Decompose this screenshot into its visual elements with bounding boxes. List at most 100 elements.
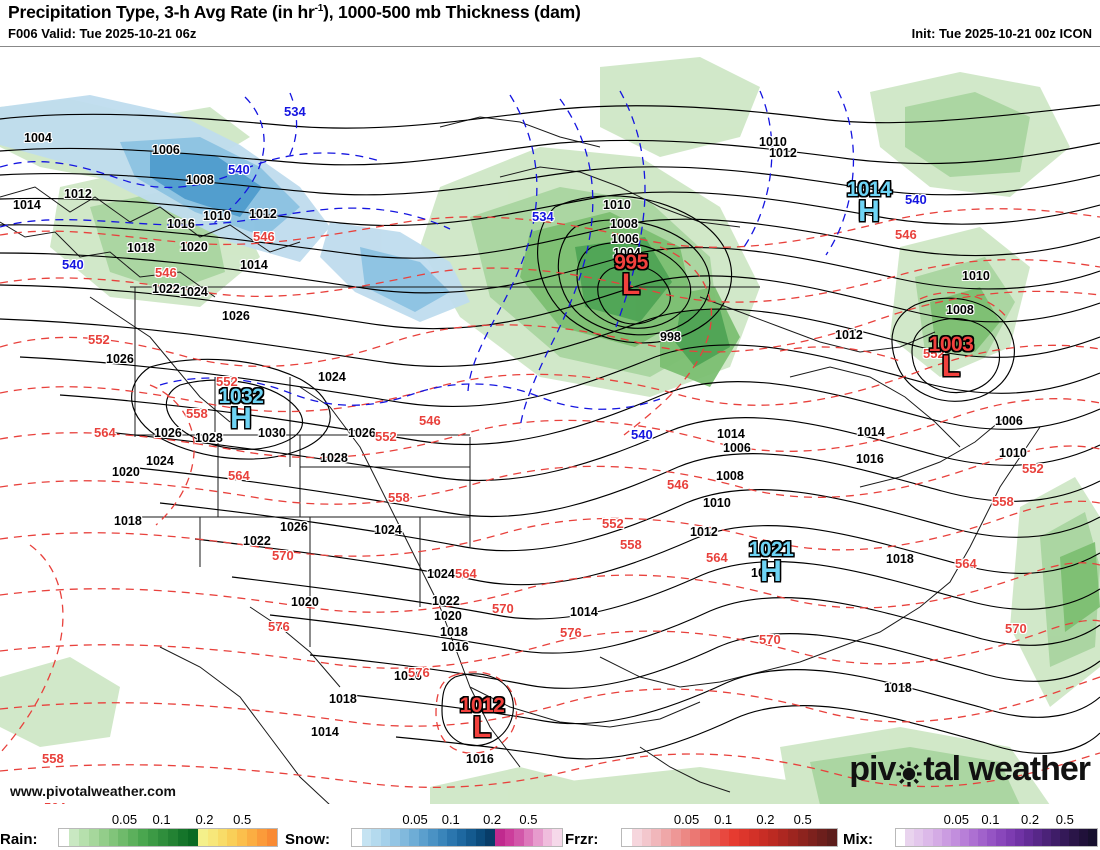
isobar-label: 1010 (203, 209, 231, 223)
colorbar-tick-label: 0.5 (793, 812, 812, 827)
isobar-label: 1004 (24, 131, 52, 145)
isobar-label: 1018 (886, 552, 914, 566)
colorbar-swatch (98, 829, 109, 846)
colorbar-swatches[interactable] (351, 828, 563, 847)
pressure-value: 1014 (846, 178, 892, 201)
pressure-symbol: L (472, 711, 492, 744)
colorbar-swatch (959, 829, 969, 846)
isobar-label: 1008 (946, 303, 974, 317)
isobar-label: 1018 (114, 514, 142, 528)
pressure-value: 1021 (748, 538, 794, 561)
thickness-label: 576 (408, 665, 430, 680)
map-canvas[interactable]: 1004 1014 1012 1006 1008 1010 1016 1018 1020 1012… (0, 46, 1100, 806)
colorbar-swatch (418, 829, 429, 846)
colorbar-swatch (1051, 829, 1061, 846)
colorbar-swatch (1060, 829, 1070, 846)
thickness-label: 552 (88, 332, 110, 347)
colorbar-swatch (996, 829, 1006, 846)
thickness-label: 576 (560, 625, 582, 640)
precip-shading-snow-heavy (150, 152, 262, 217)
pressure-center-h: 1014 H (837, 179, 901, 227)
isobar-label: 1026 (348, 426, 376, 440)
colorbar-tick-label: 0.1 (441, 812, 460, 827)
pressure-symbol: L (621, 268, 641, 301)
colorbar-title: Rain: (0, 831, 38, 848)
colorbar-swatch (514, 829, 524, 846)
thickness-label: 570 (492, 601, 514, 616)
thickness-label: 552 (923, 346, 945, 361)
colorbar-swatches[interactable] (621, 828, 838, 847)
colorbar-swatches[interactable] (58, 828, 278, 847)
isobar-label: 1010 (703, 496, 731, 510)
colorbar-title: Frzr: (565, 831, 599, 848)
colorbar-swatch (78, 829, 89, 846)
colorbar-swatch (494, 829, 505, 846)
colorbar-tick-label: 0.05 (673, 812, 700, 827)
colorbar-swatch (390, 829, 400, 846)
thickness-label: 564 (228, 468, 250, 483)
thickness-label: 552 (375, 429, 397, 444)
colorbar-swatch (437, 829, 448, 846)
colorbar-ticks: 0.05 0.1 0.2 0.5 (58, 812, 276, 828)
thickness-label: 540 (228, 162, 250, 177)
thickness-label: 546 (667, 477, 689, 492)
thickness-label: 552 (216, 374, 238, 389)
colorbar-swatch (456, 829, 467, 846)
colorbar-ticks: 0.05 0.1 0.2 0.5 (895, 812, 1096, 828)
isobar-label: 1018 (127, 241, 155, 255)
isobar-label: 1028 (195, 431, 223, 445)
colorbar-tick-label: 0.2 (195, 812, 214, 827)
isobar-label: 1030 (258, 426, 286, 440)
colorbar-swatch (987, 829, 997, 846)
thickness-label: 570 (272, 548, 294, 563)
thickness-label: 552 (1022, 461, 1044, 476)
colorbar-tick-label: 0.2 (1021, 812, 1040, 827)
colorbar-swatch (108, 829, 119, 846)
map-graphics (0, 57, 1100, 805)
colorbar-swatch (207, 829, 218, 846)
colorbar-swatch (700, 829, 710, 846)
colorbar-swatch (1069, 829, 1079, 846)
colorbar-swatch (896, 829, 906, 846)
isobar-label: 1014 (311, 725, 339, 739)
colorbar-swatch (118, 829, 129, 846)
colorbar-swatch (257, 829, 268, 846)
thickness-label: 576 (268, 619, 290, 634)
colorbar-swatch (1023, 829, 1033, 846)
colorbar-tick-label: 0.2 (483, 812, 502, 827)
colorbar-tick-label: 0.1 (981, 812, 1000, 827)
colorbar-swatch (1014, 829, 1024, 846)
colorbar-swatch (719, 829, 730, 846)
isobar-label: 1008 (716, 469, 744, 483)
isobar-label: 1006 (995, 414, 1023, 428)
thickness-label: 546 (419, 413, 441, 428)
thickness-contours-cold (0, 90, 855, 430)
colorbar-swatch (661, 829, 671, 846)
colorbar-swatch (138, 829, 149, 846)
pressure-center-l: 1003 L (919, 334, 983, 382)
colorbar-swatch (399, 829, 410, 846)
colorbar-title: Mix: (843, 831, 873, 848)
colorbar-swatches[interactable] (895, 828, 1098, 847)
colorbar-swatch (905, 829, 915, 846)
colorbar-frzr: Frzr: 0.05 0.1 0.2 0.5 (565, 804, 840, 850)
colorbar-swatch (167, 829, 178, 846)
pressure-center-h: 1032 H (209, 386, 273, 434)
thickness-label: 564 (94, 425, 116, 440)
thickness-label: 558 (620, 537, 642, 552)
colorbar-swatch (352, 829, 362, 846)
isobar-label: 1022 (432, 594, 460, 608)
watermark-text-left: piv (849, 750, 896, 788)
isobar-label: 1010 (759, 135, 787, 149)
pivotal-weather-watermark: piv tal weather (849, 750, 1091, 789)
colorbar-swatch (932, 829, 942, 846)
colorbar-swatch (447, 829, 457, 846)
colorbar-swatch (807, 829, 818, 846)
colorbar-swatch (690, 829, 701, 846)
pressure-symbol: L (941, 350, 961, 383)
colorbar-swatch (428, 829, 438, 846)
colorbar-tick-label: 0.2 (756, 812, 775, 827)
colorbar-snow: Snow: 0.05 0.1 0.2 0.5 (285, 804, 565, 850)
colorbar-swatch (817, 829, 828, 846)
isobar-label: 1014 (570, 605, 598, 619)
